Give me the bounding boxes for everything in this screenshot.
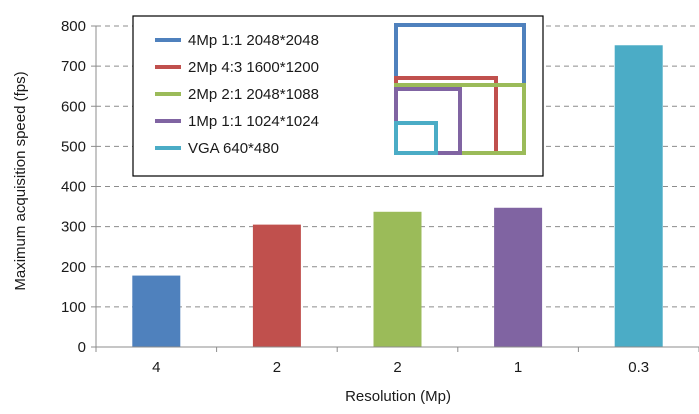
bar-4 <box>614 45 663 347</box>
y-tick-label-400: 400 <box>61 179 86 196</box>
bar-3 <box>494 207 543 347</box>
x-tick-label-0: 4 <box>152 359 160 376</box>
y-tick-label-500: 500 <box>61 138 86 155</box>
bar-2 <box>373 211 422 347</box>
x-tick-label-1: 2 <box>273 359 281 376</box>
sensor-size-rect-4 <box>394 121 438 155</box>
bars <box>132 45 663 347</box>
x-axis-title: Resolution (Mp) <box>345 388 451 405</box>
legend-label-4: VGA 640*480 <box>188 140 279 157</box>
legend-label-2: 2Mp 2:1 2048*1088 <box>188 86 319 103</box>
y-tick-label-600: 600 <box>61 98 86 115</box>
legend-box <box>132 15 544 177</box>
y-tick-label-700: 700 <box>61 58 86 75</box>
bar-1 <box>252 224 301 347</box>
legend: 4Mp 1:1 2048*2048 2Mp 4:3 1600*1200 2Mp 2:… <box>132 15 544 177</box>
x-tick-label-3: 1 <box>514 359 522 376</box>
bar-0 <box>132 275 181 347</box>
axes <box>91 25 699 352</box>
legend-label-1: 2Mp 4:3 1600*1200 <box>188 59 319 76</box>
y-tick-label-800: 800 <box>61 18 86 35</box>
tick-labels: 0 100 200 300 400 500 600 700 800 4 2 2 1 0.3 <box>61 18 649 376</box>
y-tick-label-300: 300 <box>61 219 86 236</box>
y-axis-title: Maximum acquisition speed (fps) <box>12 71 29 290</box>
y-tick-label-200: 200 <box>61 259 86 276</box>
y-tick-label-100: 100 <box>61 299 86 316</box>
x-tick-label-2: 2 <box>393 359 401 376</box>
x-tick-label-4: 0.3 <box>628 359 649 376</box>
y-tick-label-0: 0 <box>78 339 86 356</box>
legend-label-0: 4Mp 1:1 2048*2048 <box>188 32 319 49</box>
legend-label-3: 1Mp 1:1 1024*1024 <box>188 113 319 130</box>
